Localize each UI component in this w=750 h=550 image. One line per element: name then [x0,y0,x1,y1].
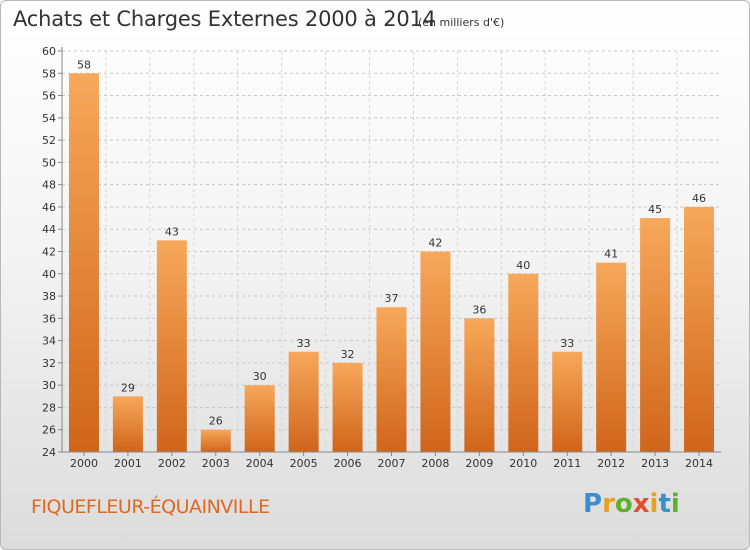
y-tick-label: 24 [42,446,56,459]
x-tick-label: 2006 [334,457,362,470]
y-tick-label: 28 [42,401,56,414]
bar-2001 [112,396,143,452]
x-tick-label: 2008 [421,457,449,470]
bar-2011 [552,351,583,452]
bar-2007 [376,307,407,452]
data-label: 40 [516,259,530,272]
x-tick-label: 2012 [597,457,625,470]
data-label: 43 [165,225,179,238]
bar-2012 [596,262,627,452]
y-tick-label: 58 [42,67,56,80]
proxiti-logo[interactable]: Proxiti [583,489,680,519]
x-tick-label: 2013 [641,457,669,470]
x-tick-label: 2002 [158,457,186,470]
y-tick-label: 42 [42,246,56,259]
data-label: 41 [604,248,618,261]
x-tick-label: 2010 [509,457,537,470]
place-name: FIQUEFLEUR-ÉQUAINVILLE [31,496,270,518]
x-tick-label: 2003 [202,457,230,470]
y-tick-label: 30 [42,379,56,392]
y-tick-label: 32 [42,357,56,370]
x-tick-label: 2011 [553,457,581,470]
y-tick-label: 26 [42,424,56,437]
bar-2003 [200,429,231,452]
bar-2008 [420,251,451,452]
data-label: 30 [253,370,267,383]
data-label: 32 [341,348,355,361]
y-tick-label: 34 [42,335,56,348]
bar-2004 [244,385,275,452]
x-tick-label: 2009 [465,457,493,470]
bar-2010 [508,273,539,452]
x-tick-label: 2004 [246,457,274,470]
x-tick-label: 2014 [685,457,713,470]
axes [58,47,721,456]
chart-subtitle: (en milliers d'€) [418,16,505,29]
y-tick-label: 52 [42,134,56,147]
bar-2002 [156,240,187,452]
x-tick-label: 2001 [114,457,142,470]
bar-2014 [684,206,715,452]
y-tick-label: 56 [42,90,56,103]
y-tick-label: 50 [42,156,56,169]
data-label: 29 [121,381,135,394]
y-tick-label: 40 [42,268,56,281]
bars [68,73,715,453]
labels: 24 26 28 30 32 34 36 38 40 42 44 46 48 50 52 54 56 58 60 58… [42,45,713,470]
y-tick-label: 60 [42,45,56,58]
chart-title: Achats et Charges Externes 2000 à 2014 [13,7,436,31]
data-label: 26 [209,415,223,428]
bar-2005 [288,351,319,452]
data-label: 33 [560,337,574,350]
y-tick-label: 38 [42,290,56,303]
data-label: 58 [77,58,91,71]
bar-2006 [332,362,363,452]
x-tick-label: 2005 [290,457,318,470]
data-label: 46 [692,192,706,205]
bar-2013 [640,218,671,452]
data-label: 45 [648,203,662,216]
y-tick-label: 54 [42,112,56,125]
y-tick-label: 44 [42,223,56,236]
data-label: 37 [385,292,399,305]
y-tick-label: 48 [42,179,56,192]
bar-2009 [464,318,495,452]
data-label: 33 [297,337,311,350]
x-tick-label: 2000 [70,457,98,470]
data-label: 42 [428,237,442,250]
x-tick-label: 2007 [378,457,406,470]
data-label: 36 [472,303,486,316]
y-tick-label: 36 [42,312,56,325]
bar-2000 [68,73,99,453]
y-tick-label: 46 [42,201,56,214]
